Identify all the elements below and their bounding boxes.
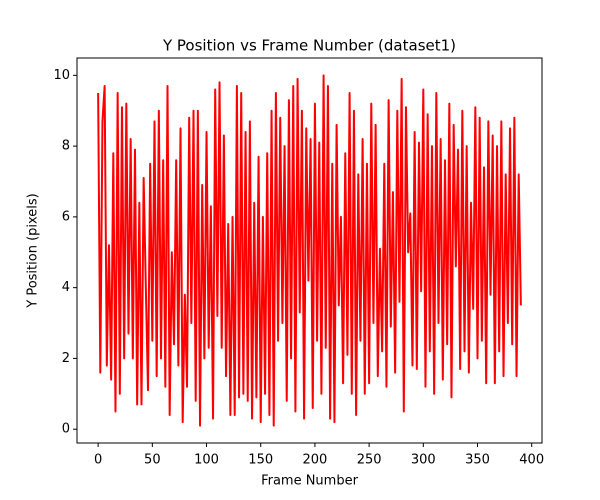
x-tick-label: 400 — [519, 453, 544, 468]
x-tick-label: 0 — [94, 453, 102, 468]
y-tick-label: 0 — [62, 422, 70, 437]
y-tick-label: 2 — [62, 351, 70, 366]
plot-frame — [76, 57, 543, 444]
x-tick-label: 50 — [144, 453, 161, 468]
x-axis-label: Frame Number — [261, 474, 359, 489]
x-tick-label: 150 — [248, 453, 273, 468]
y-tick-label: 4 — [62, 280, 70, 295]
y-tick-label: 10 — [53, 68, 70, 83]
x-tick-label: 100 — [194, 453, 219, 468]
y-tick-label: 6 — [62, 209, 70, 224]
chart-title: Y Position vs Frame Number (dataset1) — [162, 37, 456, 55]
x-tick-label: 350 — [465, 453, 490, 468]
y-tick-label: 8 — [62, 139, 70, 154]
y-axis-label: Y Position (pixels) — [26, 193, 41, 309]
x-tick-label: 250 — [357, 453, 382, 468]
data-line — [97, 74, 522, 427]
x-tick-label: 300 — [411, 453, 436, 468]
x-tick-label: 200 — [303, 453, 328, 468]
